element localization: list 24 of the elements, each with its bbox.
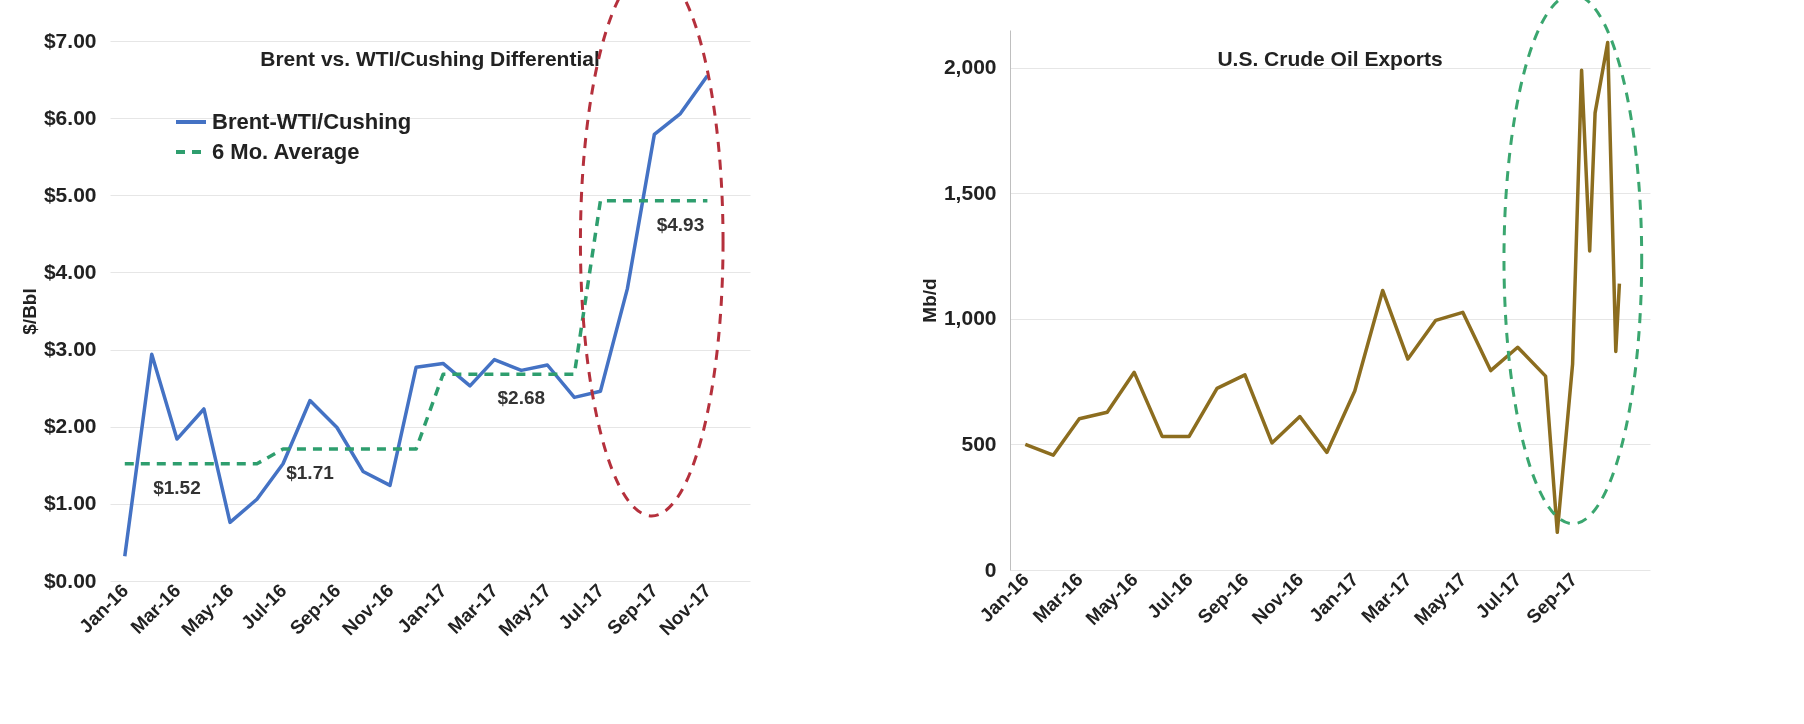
y-tick-label: $3.00 <box>43 337 97 361</box>
line-series <box>123 198 710 466</box>
y-tick-label: $6.00 <box>43 105 97 129</box>
data-label: $2.68 <box>497 387 546 409</box>
y-axis-title: Mb/d <box>918 278 940 323</box>
data-label: $1.71 <box>286 462 335 484</box>
text: U.S. Crude Oil Exports <box>1217 47 1443 70</box>
y-tick-label: $7.00 <box>43 28 97 52</box>
y-tick-label: 2,000 <box>943 55 997 79</box>
y-tick-label: 1,500 <box>943 180 997 204</box>
line-series <box>1023 40 1622 535</box>
legend-label: Brent-WTI/Cushing <box>212 109 412 134</box>
y-tick-label: $2.00 <box>43 414 97 438</box>
y-tick-label: 500 <box>961 431 997 455</box>
legend-label: 6 Mo. Average <box>212 139 360 164</box>
data-label: $4.93 <box>656 213 705 235</box>
y-tick-label: 1,000 <box>943 306 997 330</box>
y-tick-label: $4.00 <box>43 259 97 283</box>
chart-title: Brent vs. WTI/Cushing Differential <box>260 47 600 70</box>
data-label: $1.52 <box>153 476 201 498</box>
y-axis-title: $/Bbl <box>18 288 40 335</box>
line-series <box>123 73 710 559</box>
y-tick-label: $5.00 <box>43 182 97 206</box>
y-tick-label: $1.00 <box>43 491 97 515</box>
